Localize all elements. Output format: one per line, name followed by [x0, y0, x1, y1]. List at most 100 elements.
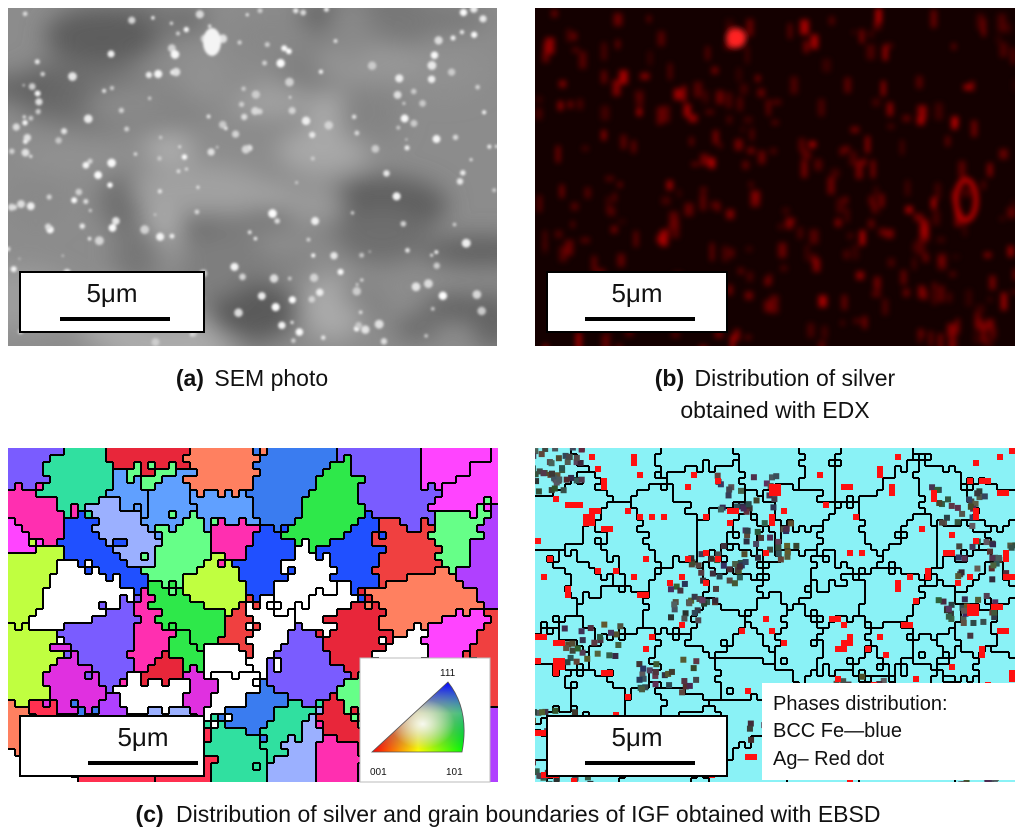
grain-cell [106, 567, 114, 575]
grain-cell [253, 693, 261, 701]
grain-cell [29, 686, 37, 694]
grain-cell [260, 469, 268, 477]
grain-cell [8, 490, 16, 498]
grain-cell [8, 574, 16, 582]
grain-cell [344, 658, 352, 666]
grain-cell [232, 742, 240, 750]
grain-cell [106, 700, 114, 708]
grain-cell [309, 581, 317, 589]
particle [177, 169, 181, 173]
grain-cell [260, 637, 268, 645]
grain-cell [871, 508, 878, 515]
signal-dot [582, 146, 588, 151]
grain-cell [50, 686, 58, 694]
grain-cell [190, 525, 198, 533]
grain-cell [715, 454, 722, 461]
signal-dot [685, 203, 694, 216]
grain-cell [85, 469, 93, 477]
grain-cell [400, 588, 408, 596]
grain-cell [85, 462, 93, 470]
grain-cell [204, 560, 212, 568]
grain-cell [991, 514, 998, 521]
particle [410, 120, 417, 127]
grain-cell [769, 454, 776, 461]
grain-cell [400, 553, 408, 561]
grain-cell [120, 630, 128, 638]
grain-cell [15, 686, 23, 694]
grain-cell [169, 497, 177, 505]
signal-dot [874, 22, 877, 30]
grain-cell [865, 460, 872, 467]
grain-cell [99, 581, 107, 589]
grain-cell [127, 679, 135, 687]
grain-cell [407, 518, 415, 526]
grain-cell [379, 476, 387, 484]
grain-cell [274, 511, 282, 519]
grain-cell [607, 478, 614, 485]
particle [87, 159, 92, 164]
grain-cell [400, 490, 408, 498]
grain-cell [15, 455, 23, 463]
signal-dot [841, 320, 844, 325]
grain-cell [197, 567, 205, 575]
signal-dot [912, 243, 917, 252]
grain-cell [225, 462, 233, 470]
grain-cell [29, 553, 37, 561]
grain-cell [330, 630, 338, 638]
grain-cell [763, 460, 770, 467]
grain-cell [204, 567, 212, 575]
grain-cell [859, 454, 866, 461]
grain-cell [15, 665, 23, 673]
grain-cell [162, 497, 170, 505]
grain-cell [134, 700, 142, 708]
grain-cell [344, 511, 352, 519]
grain-cell [407, 602, 415, 610]
grain-cell [667, 514, 674, 521]
grain-cell [57, 602, 65, 610]
grain-cell [883, 502, 890, 509]
grain-cell [428, 490, 436, 498]
grain-cell [787, 472, 794, 479]
grain-cell [811, 508, 818, 515]
grain-cell [274, 553, 282, 561]
grain-cell [577, 490, 584, 497]
grain-cell [204, 455, 212, 463]
signal-dot [920, 219, 928, 237]
grain-cell [92, 588, 100, 596]
signal-dot [872, 99, 880, 106]
grain-cell [685, 478, 692, 485]
particle [95, 236, 104, 245]
grain-cell [211, 497, 219, 505]
signal-dot [1011, 290, 1016, 294]
grain-cell [302, 679, 310, 687]
grain-cell [661, 520, 668, 527]
grain-cell [649, 466, 656, 473]
particle [75, 189, 82, 196]
grain-cell [547, 502, 554, 509]
grain-cell [197, 553, 205, 561]
grain-cell [225, 742, 233, 750]
grain-cell [78, 630, 86, 638]
particle [203, 28, 221, 56]
grain-cell [344, 616, 352, 624]
grain-cell [183, 644, 191, 652]
grain-cell [225, 546, 233, 554]
grain-cell [421, 546, 429, 554]
grain-cell [484, 574, 492, 582]
signal-dot [556, 146, 560, 163]
grain-cell [99, 546, 107, 554]
grain-cell [190, 455, 198, 463]
grain-cell [442, 637, 450, 645]
grain-cell [211, 504, 219, 512]
grain-cell [379, 567, 387, 575]
grain-cell [372, 504, 380, 512]
grain-cell [211, 735, 219, 743]
grain-cell [106, 651, 114, 659]
grain-cell [955, 454, 962, 461]
grain-cell [428, 448, 436, 456]
signal-dot [778, 224, 782, 230]
grain-cell [721, 448, 728, 455]
grain-cell [491, 469, 499, 477]
grain-cell [295, 490, 303, 498]
grain-cell [613, 484, 620, 491]
